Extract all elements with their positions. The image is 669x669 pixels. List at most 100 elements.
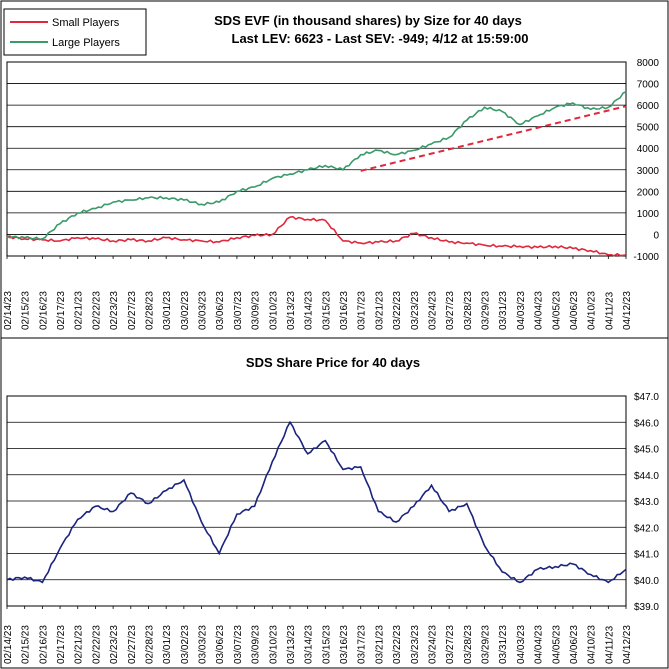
chart1-y-tick-label: 6000 bbox=[637, 101, 660, 112]
legend-label-large-players: Large Players bbox=[52, 37, 120, 49]
chart1-y-tick-label: 7000 bbox=[637, 80, 660, 91]
chart2-y-tick-label: $44.0 bbox=[634, 471, 659, 482]
chart1-x-tick-label: 03/23/23 bbox=[410, 291, 421, 330]
chart2-x-tick-label: 03/13/23 bbox=[286, 625, 297, 664]
chart1-x-tick-label: 04/11/23 bbox=[604, 291, 615, 330]
chart2-x-tick-label: 04/12/23 bbox=[622, 625, 633, 664]
chart1-x-tick-label: 03/21/23 bbox=[374, 291, 385, 330]
chart2-x-tick-label: 02/23/23 bbox=[109, 625, 120, 664]
chart2-y-tick-label: $47.0 bbox=[634, 392, 659, 403]
chart1-y-tick-labels: 8000 7000 6000 5000 4000 3000 2000 1000 0 -1000 bbox=[633, 58, 659, 263]
chart1-x-tick-label: 04/05/23 bbox=[551, 291, 562, 330]
chart1-x-tick-label: 02/23/23 bbox=[109, 291, 120, 330]
chart1-x-tick-label: 04/03/23 bbox=[516, 291, 527, 330]
chart2-y-tick-label: $46.0 bbox=[634, 418, 659, 429]
chart2-x-tick-label: 04/03/23 bbox=[516, 625, 527, 664]
chart1-x-tick-label: 03/13/23 bbox=[286, 291, 297, 330]
chart1-trendline bbox=[360, 105, 627, 172]
chart2-y-tick-label: $42.0 bbox=[634, 523, 659, 534]
chart2-x-tick-label: 03/28/23 bbox=[463, 625, 474, 664]
chart2-y-tick-label: $40.0 bbox=[634, 576, 659, 587]
chart1-x-tick-label: 03/27/23 bbox=[445, 291, 456, 330]
chart1-x-tick-label: 03/10/23 bbox=[268, 291, 279, 330]
chart1-x-tick-labels: 02/14/23 02/15/23 02/16/23 02/17/23 02/21/23… bbox=[3, 256, 633, 330]
chart2-x-tick-label: 02/14/23 bbox=[3, 625, 14, 664]
chart2-x-tick-labels: 02/14/23 02/15/23 02/16/23 02/17/23 02/21/23… bbox=[3, 606, 633, 664]
chart2-x-tick-label: 04/10/23 bbox=[587, 625, 598, 664]
chart2-x-tick-label: 03/01/23 bbox=[162, 625, 173, 664]
chart2-x-tick-label: 04/05/23 bbox=[551, 625, 562, 664]
chart1-x-tick-label: 03/09/23 bbox=[251, 291, 262, 330]
chart2-x-tick-label: 03/03/23 bbox=[198, 625, 209, 664]
chart1-x-tick-label: 03/31/23 bbox=[498, 291, 509, 330]
chart2-x-tick-label: 03/23/23 bbox=[410, 625, 421, 664]
chart2-title: SDS Share Price for 40 days bbox=[246, 355, 420, 370]
chart1-y-tick-label: 2000 bbox=[637, 187, 660, 198]
chart1-x-tick-label: 04/10/23 bbox=[587, 291, 598, 330]
chart2-x-tick-label: 03/14/23 bbox=[304, 625, 315, 664]
chart1-y-tick-label: 5000 bbox=[637, 123, 660, 134]
chart1-x-tick-label: 03/24/23 bbox=[427, 291, 438, 330]
chart2-x-tick-label: 03/27/23 bbox=[445, 625, 456, 664]
chart1-x-tick-label: 03/07/23 bbox=[233, 291, 244, 330]
chart1-x-tick-label: 03/02/23 bbox=[180, 291, 191, 330]
chart1-series-line-small-players bbox=[6, 215, 627, 257]
chart2-x-tick-label: 04/06/23 bbox=[569, 625, 580, 664]
chart1-x-tick-label: 02/22/23 bbox=[91, 291, 102, 330]
chart2-y-tick-label: $45.0 bbox=[634, 445, 659, 456]
chart1-plot-area bbox=[6, 61, 627, 257]
chart2-series bbox=[6, 420, 627, 584]
chart2-x-tick-label: 02/17/23 bbox=[56, 625, 67, 664]
chart1-x-tick-label: 02/14/23 bbox=[3, 291, 14, 330]
chart1-x-tick-label: 03/28/23 bbox=[463, 291, 474, 330]
chart2-y-tick-labels: $47.0 $46.0 $45.0 $44.0 $43.0 $42.0 $41.0 $40.0… bbox=[634, 392, 659, 613]
chart2-gridlines bbox=[7, 395, 626, 607]
chart1-x-tick-label: 03/06/23 bbox=[215, 291, 226, 330]
chart1-x-tick-label: 02/28/23 bbox=[144, 291, 155, 330]
chart2-x-tick-label: 04/11/23 bbox=[604, 625, 615, 664]
chart2-x-tick-label: 02/15/23 bbox=[21, 625, 32, 664]
chart1-title: SDS EVF (in thousand shares) by Size for… bbox=[214, 13, 522, 28]
chart1-series bbox=[6, 90, 627, 257]
chart1-y-tick-label: 8000 bbox=[637, 58, 660, 69]
chart1-x-tick-label: 04/06/23 bbox=[569, 291, 580, 330]
chart2-x-tick-label: 03/29/23 bbox=[481, 625, 492, 664]
chart1-x-tick-label: 02/21/23 bbox=[74, 291, 85, 330]
chart1-y-tick-label: 1000 bbox=[637, 209, 660, 220]
chart1-x-tick-label: 03/29/23 bbox=[481, 291, 492, 330]
chart2-x-tick-label: 03/21/23 bbox=[374, 625, 385, 664]
chart2-x-tick-label: 03/15/23 bbox=[321, 625, 332, 664]
chart1-x-tick-label: 03/03/23 bbox=[198, 291, 209, 330]
chart1-y-tick-label: 0 bbox=[653, 230, 659, 241]
chart2-x-tick-label: 03/10/23 bbox=[268, 625, 279, 664]
legend-label-small-players: Small Players bbox=[52, 17, 120, 29]
chart2-series-line-price bbox=[6, 420, 627, 584]
chart1-y-tick-label: 3000 bbox=[637, 166, 660, 177]
chart2-x-tick-label: 02/21/23 bbox=[74, 625, 85, 664]
chart1-gridlines bbox=[7, 61, 626, 257]
chart1-x-tick-label: 03/15/23 bbox=[321, 291, 332, 330]
chart2-x-tick-label: 03/07/23 bbox=[233, 625, 244, 664]
chart1-x-tick-label: 03/16/23 bbox=[339, 291, 350, 330]
chart1-y-tick-label: 4000 bbox=[637, 144, 660, 155]
chart1-legend: Small Players Large Players bbox=[3, 8, 147, 56]
chart2-x-tick-label: 04/04/23 bbox=[534, 625, 545, 664]
chart2-x-tick-label: 02/28/23 bbox=[144, 625, 155, 664]
chart1-x-tick-label: 04/12/23 bbox=[622, 291, 633, 330]
chart2-y-tick-label: $39.0 bbox=[634, 602, 659, 613]
chart1-x-tick-label: 04/04/23 bbox=[534, 291, 545, 330]
chart1-x-tick-label: 02/27/23 bbox=[127, 291, 138, 330]
chart1-y-tick-label: -1000 bbox=[633, 252, 659, 263]
chart1-subtitle: Last LEV: 6623 - Last SEV: -949; 4/12 at… bbox=[232, 31, 529, 46]
chart1-x-tick-label: 03/22/23 bbox=[392, 291, 403, 330]
chart2-y-tick-label: $43.0 bbox=[634, 497, 659, 508]
chart2-x-tick-label: 03/09/23 bbox=[251, 625, 262, 664]
chart1-x-tick-label: 02/15/23 bbox=[21, 291, 32, 330]
chart1-x-tick-label: 03/17/23 bbox=[357, 291, 368, 330]
chart1-series-line-large-players bbox=[6, 90, 627, 241]
chart2-x-tick-label: 03/16/23 bbox=[339, 625, 350, 664]
chart2-x-tick-label: 02/22/23 bbox=[91, 625, 102, 664]
chart2-x-tick-label: 03/24/23 bbox=[427, 625, 438, 664]
